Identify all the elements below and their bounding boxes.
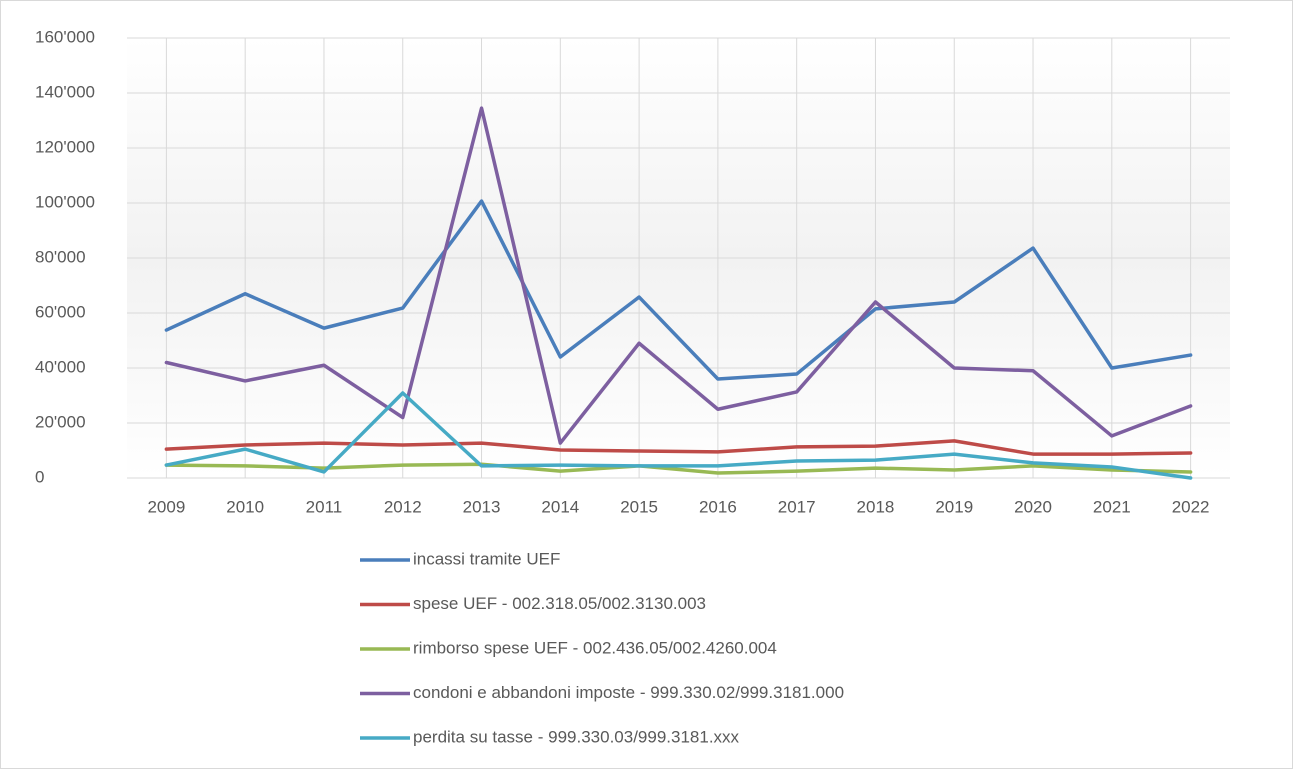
y-tick-label: 80'000 [35,247,86,266]
x-tick-label: 2012 [384,497,422,516]
legend-label: spese UEF - 002.318.05/002.3130.003 [413,594,706,613]
x-tick-label: 2020 [1014,497,1052,516]
y-tick-label: 0 [35,467,44,486]
series-line [164,439,1193,456]
legend-label: rimborso spese UEF - 002.436.05/002.4260… [413,638,777,657]
x-tick-label: 2018 [857,497,895,516]
x-tick-label: 2010 [226,497,264,516]
x-tick-label: 2011 [306,497,343,516]
series-line [164,462,1193,475]
x-tick-label: 2013 [463,497,501,516]
y-tick-label: 160'000 [35,27,95,46]
y-tick-label: 100'000 [35,192,95,211]
y-tick-label: 120'000 [35,137,95,156]
legend-label: condoni e abbandoni imposte - 999.330.02… [413,683,844,702]
x-tick-label: 2015 [620,497,658,516]
x-tick-label: 2014 [541,497,579,516]
x-tick-label: 2021 [1093,497,1131,516]
x-tick-label: 2009 [147,497,185,516]
x-tick-label: 2016 [699,497,737,516]
series-line [164,199,1193,381]
y-tick-label: 40'000 [35,357,86,376]
series-line [164,106,1193,445]
legend-label: incassi tramite UEF [413,549,560,568]
x-tick-label: 2019 [935,497,973,516]
y-tick-label: 140'000 [35,82,95,101]
y-tick-label: 60'000 [35,302,86,321]
legend-label: perdita su tasse - 999.330.03/999.3181.x… [413,727,740,746]
x-tick-label: 2022 [1172,497,1210,516]
series-line [164,391,1193,480]
x-tick-label: 2017 [778,497,816,516]
y-tick-label: 20'000 [35,412,86,431]
